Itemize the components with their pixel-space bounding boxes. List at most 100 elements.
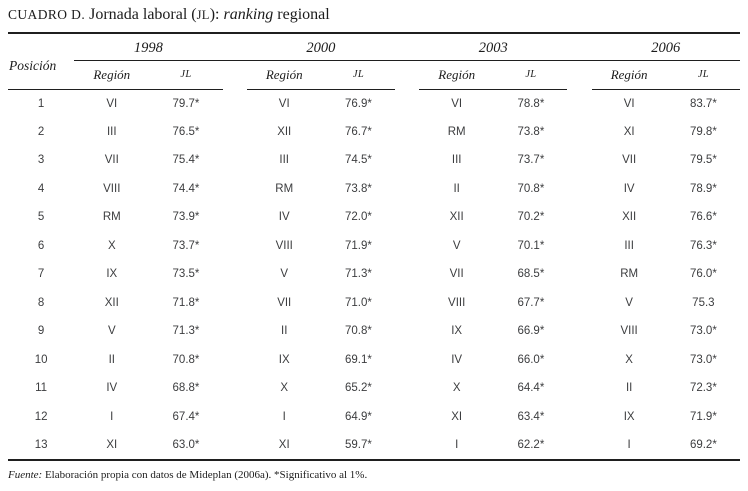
jl-cell-1998: 73.7* — [172, 239, 200, 252]
jl-cell-2003: 63.4* — [517, 410, 545, 423]
position-cell: 6 — [37, 239, 45, 252]
column-gap — [395, 33, 420, 61]
region-cell-2003: IX — [451, 325, 463, 338]
jl-cell-1998: 73.9* — [172, 211, 200, 224]
region-cell-2006: RM — [620, 268, 639, 281]
region-cell-1998: VI — [106, 97, 118, 110]
jl-cell-1998: 71.3* — [172, 325, 200, 338]
jl-cell-2003: 62.2* — [517, 438, 545, 451]
column-gap — [222, 33, 247, 61]
region-cell-2006: XII — [622, 211, 637, 224]
jl-cell-2000: 74.5* — [344, 154, 372, 167]
table-row: 1 VI 79.7* VI 76.9* VI 78.8* VI 83.7* — [8, 89, 740, 118]
column-gap — [567, 33, 592, 61]
table-row: 2 III 76.5* XII 76.7* RM 73.8* XI 79.8* — [8, 118, 740, 147]
column-gap — [395, 89, 419, 118]
region-cell-2006: III — [624, 239, 634, 252]
table-row: 3 VII 75.4* III 74.5* III 73.7* VII 79.5* — [8, 146, 740, 175]
region-cell-2000: XII — [277, 125, 292, 138]
column-gap — [567, 232, 591, 261]
jl-cell-1998: 70.8* — [172, 353, 200, 366]
source-label: Fuente: — [8, 468, 43, 481]
region-cell-2000: IV — [278, 211, 290, 224]
column-gap — [395, 175, 419, 204]
region-cell-2003: V — [452, 239, 461, 252]
column-gap — [223, 403, 247, 432]
column-gap — [223, 60, 247, 89]
region-cell-2000: II — [281, 325, 288, 338]
jl-cell-2006: 76.3* — [689, 239, 717, 252]
position-cell: 10 — [34, 353, 48, 366]
jl-cell-2006: 78.9* — [689, 182, 717, 195]
jl-cell-2006: 75.3 — [692, 296, 715, 309]
column-gap — [567, 118, 591, 147]
jl-cell-2006: 79.8* — [689, 125, 717, 138]
region-cell-2003: XI — [451, 410, 463, 423]
jl-cell-2003: 66.0* — [517, 353, 545, 366]
region-cell-1998: VIII — [103, 182, 121, 195]
jl-header-1998: JL — [149, 60, 223, 90]
column-gap — [567, 289, 591, 318]
column-gap — [223, 203, 247, 232]
title-text-1: Jornada laboral ( — [85, 6, 197, 23]
jl-cell-2006: 72.3* — [689, 382, 717, 395]
column-gap — [395, 317, 419, 346]
column-gap — [395, 403, 419, 432]
region-cell-2000: III — [279, 154, 290, 167]
column-gap — [395, 146, 419, 175]
subheader-row: Región JL Región JL Región JL Región JL — [8, 60, 740, 90]
jl-cell-1998: 79.7* — [172, 97, 200, 110]
position-cell: 3 — [37, 154, 45, 167]
jl-cell-2003: 66.9* — [517, 325, 545, 338]
region-cell-2006: VII — [622, 154, 637, 167]
jl-cell-2006: 71.9* — [689, 410, 717, 423]
column-gap — [395, 374, 419, 403]
jl-cell-2003: 70.2* — [517, 211, 545, 224]
jl-header-2000: JL — [321, 60, 396, 90]
region-cell-2000: X — [280, 382, 289, 395]
year-header-row: Posición 1998 2000 2003 2006 — [8, 33, 740, 90]
jl-cell-2003: 73.7* — [517, 154, 545, 167]
column-gap — [223, 431, 247, 460]
region-cell-2000: XI — [278, 438, 290, 451]
region-cell-1998: V — [107, 325, 116, 338]
column-gap — [395, 203, 419, 232]
position-cell: 8 — [37, 296, 45, 309]
column-gap — [395, 431, 419, 460]
region-header-2000: Región — [246, 60, 322, 90]
jl-cell-2000: 72.0* — [344, 211, 372, 224]
column-gap — [223, 346, 247, 375]
jl-cell-2003: 64.4* — [517, 382, 545, 395]
table-row: 4 VIII 74.4* RM 73.8* II 70.8* IV 78.9* — [8, 175, 740, 204]
column-gap — [223, 146, 247, 175]
jl-cell-1998: 74.4* — [172, 182, 200, 195]
position-cell: 13 — [34, 438, 48, 451]
jl-cell-2000: 71.0* — [344, 296, 372, 309]
jl-header-2006: JL — [666, 60, 740, 90]
region-cell-1998: III — [106, 125, 117, 138]
region-header-2006: Región — [591, 60, 667, 90]
jl-cell-2000: 65.2* — [344, 382, 372, 395]
title-text-3: regional — [273, 6, 330, 23]
jl-cell-2006: 73.0* — [689, 353, 717, 366]
table-row: 12 I 67.4* I 64.9* XI 63.4* IX 71.9* — [8, 403, 740, 432]
region-cell-2003: VII — [449, 268, 464, 281]
region-cell-1998: VII — [104, 154, 119, 167]
jl-cell-1998: 76.5* — [172, 125, 200, 138]
table-row: 6 X 73.7* VIII 71.9* V 70.1* III 76.3* — [8, 232, 740, 261]
column-gap — [223, 289, 247, 318]
region-cell-1998: X — [107, 239, 116, 252]
table-row: 9 V 71.3* II 70.8* IX 66.9* VIII 73.0* — [8, 317, 740, 346]
column-gap — [223, 260, 247, 289]
region-header-2003: Región — [419, 60, 495, 90]
jl-cell-1998: 73.5* — [172, 268, 200, 281]
column-gap — [567, 175, 591, 204]
year-header-2003: 2003 — [419, 33, 568, 61]
title-jl-abbrev: JL — [196, 8, 210, 22]
jl-cell-2003: 70.8* — [517, 182, 545, 195]
jl-cell-2006: 76.0* — [689, 268, 717, 281]
region-cell-2006: IX — [623, 410, 635, 423]
column-gap — [567, 403, 591, 432]
ranking-table: Posición 1998 2000 2003 2006 Región JL R… — [8, 32, 740, 461]
region-cell-2003: III — [451, 154, 462, 167]
